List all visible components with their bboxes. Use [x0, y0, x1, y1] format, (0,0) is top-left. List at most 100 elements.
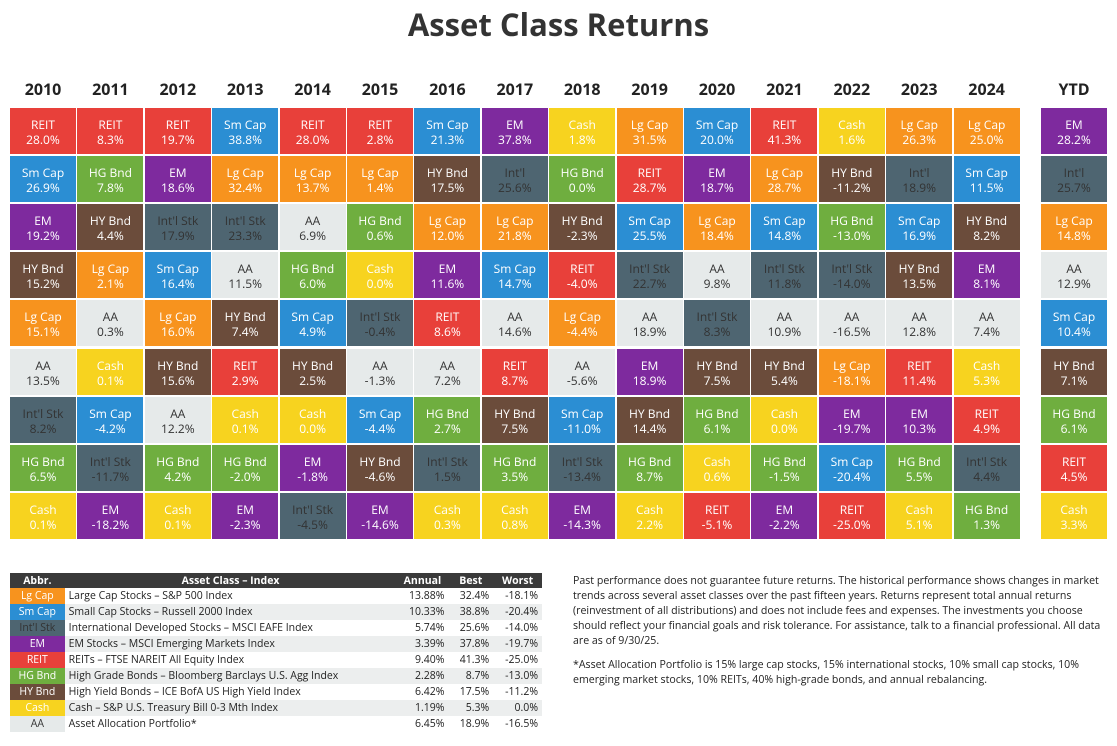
legend-row: AA Asset Allocation Portfolio* 6.45% 18.9% -…	[10, 716, 542, 732]
return-cell: HY Bnd 7.4%	[212, 300, 279, 347]
return-value: -13.4%	[563, 467, 601, 485]
return-cell: HG Bnd 4.2%	[144, 444, 211, 491]
return-value: 13.5%	[902, 275, 937, 293]
return-cell: Int'l 25.6%	[481, 156, 548, 203]
legend-worst: -25.0%	[505, 653, 538, 667]
asset-label: HG Bnd	[291, 260, 335, 278]
asset-label: Cash	[972, 356, 1001, 374]
legend-annual: 6.42%	[414, 685, 445, 699]
year-header: 2019	[631, 78, 668, 100]
asset-label: AA	[170, 404, 186, 422]
legend-worst: 0.0%	[493, 700, 542, 716]
asset-label: EM	[910, 404, 928, 422]
return-cell: Lg Cap 1.4%	[347, 156, 413, 203]
asset-label: REIT	[165, 116, 190, 133]
return-cell: REIT 19.7%	[144, 108, 211, 154]
legend-worst: -14.0%	[505, 621, 538, 635]
asset-label: Lg Cap	[833, 356, 871, 374]
return-cell: Cash 0.3%	[414, 492, 481, 539]
legend-annual: 13.88%	[408, 589, 445, 603]
return-cell: Lg Cap 21.8%	[481, 204, 548, 251]
return-value: 10.3%	[902, 419, 937, 437]
return-cell: EM -2.2%	[751, 492, 818, 539]
asset-label: Int'l Stk	[561, 452, 603, 470]
asset-label: Sm Cap	[426, 116, 469, 133]
asset-label: Sm Cap	[21, 164, 65, 182]
legend-row: REIT REITs – FTSE NAREIT All Equity Index…	[10, 652, 542, 668]
year-header: 2015	[361, 78, 399, 100]
return-cell: REIT 8.7%	[481, 348, 548, 395]
return-value: 28.7%	[767, 179, 802, 197]
return-value: 21.3%	[430, 131, 465, 148]
asset-label: HG Bnd	[560, 164, 604, 182]
legend-best: 37.8%	[448, 636, 494, 652]
return-value: 32.4%	[228, 179, 263, 197]
asset-label: REIT	[772, 116, 797, 133]
return-value: 22.7%	[632, 275, 667, 293]
return-value: 8.7%	[636, 467, 663, 485]
return-cell: HY Bnd 7.5%	[481, 396, 548, 443]
asset-label: AA	[237, 260, 253, 278]
asset-label: HG Bnd	[965, 500, 1009, 518]
return-value: 23.3%	[228, 227, 263, 245]
return-cell: AA -1.3%	[347, 348, 413, 395]
return-value: 11.6%	[430, 275, 465, 293]
return-value: 14.6%	[497, 323, 532, 341]
return-value: 15.1%	[26, 323, 60, 341]
return-value: 11.5%	[228, 275, 263, 293]
return-cell: HY Bnd 15.6%	[144, 348, 211, 395]
legend-worst: -18.1%	[505, 589, 538, 603]
asset-label: Lg Cap	[24, 308, 62, 326]
return-value: -2.2%	[769, 515, 800, 533]
asset-label: AA	[35, 356, 51, 374]
return-cell: AA 6.9%	[279, 204, 346, 251]
return-value: -4.2%	[95, 419, 126, 437]
return-value: 13.5%	[26, 371, 60, 389]
asset-label: HG Bnd	[425, 404, 469, 422]
asset-label: Int'l Stk	[696, 308, 738, 326]
legend-asset-name: Cash – S&P U.S. Treasury Bill 0-3 Mth In…	[64, 700, 397, 716]
asset-label: Sm Cap	[493, 260, 536, 278]
asset-label: AA	[574, 356, 590, 374]
return-cell: EM 8.1%	[953, 252, 1020, 299]
asset-label: HY Bnd	[831, 164, 873, 182]
asset-label: HY Bnd	[157, 356, 199, 374]
return-cell: Int'l Stk 23.3%	[212, 204, 279, 251]
return-cell: HY Bnd -11.2%	[818, 156, 885, 203]
asset-label: HY Bnd	[359, 452, 401, 470]
legend-row: Sm Cap Small Cap Stocks – Russell 2000 In…	[10, 604, 542, 620]
return-value: 7.8%	[96, 179, 124, 197]
asset-label: REIT	[839, 500, 864, 518]
return-cell: REIT -4.0%	[549, 252, 616, 299]
return-value: 25.7%	[1057, 179, 1091, 197]
return-cell: Sm Cap 25.5%	[616, 204, 683, 251]
return-value: 18.9%	[902, 179, 937, 197]
return-cell: HG Bnd 6.1%	[1041, 396, 1107, 443]
asset-label: Cash	[568, 116, 596, 133]
asset-label: HG Bnd	[493, 452, 537, 470]
asset-label: Cash	[703, 452, 731, 470]
return-value: 8.1%	[973, 275, 1000, 293]
return-value: 2.7%	[433, 419, 461, 437]
return-value: 16.0%	[160, 323, 195, 341]
asset-label: Lg Cap	[226, 164, 264, 182]
asset-label: Sm Cap	[561, 404, 604, 422]
return-value: 17.9%	[160, 227, 195, 245]
asset-label: AA	[507, 308, 523, 326]
asset-label: EM	[371, 500, 389, 518]
year-header: 2024	[968, 78, 1005, 100]
return-value: 25.5%	[632, 227, 667, 245]
return-cell: Lg Cap 12.0%	[414, 204, 481, 251]
return-cell: EM 28.2%	[1041, 108, 1107, 154]
asset-label: HY Bnd	[898, 260, 940, 278]
asset-label: Lg Cap	[159, 308, 197, 326]
asset-label: REIT	[907, 356, 932, 374]
year-header: 2023	[900, 78, 938, 100]
legend-abbr: AA	[10, 716, 65, 732]
return-value: 18.7%	[700, 179, 734, 197]
notes: Past performance does not guarantee futu…	[573, 574, 1108, 697]
asset-label: EM	[438, 260, 457, 278]
return-cell: Sm Cap 11.5%	[953, 156, 1020, 203]
return-cell: EM -14.3%	[549, 492, 616, 539]
return-value: -0.4%	[364, 323, 396, 341]
